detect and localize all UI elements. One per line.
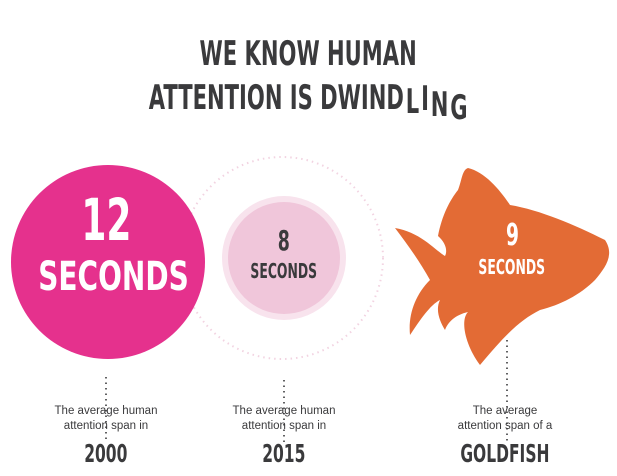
goldfish-icon [395,168,610,365]
headline-line-1: WE KNOW HUMAN [199,34,418,74]
value-2000: 12 SECONDS [38,186,189,300]
dotted-circle-2015-outline [180,156,384,360]
caption-2015: The average human attention span in [232,405,336,432]
caption-goldfish: The average attention span of a [457,405,553,432]
circle-2000 [11,165,205,359]
value-2015: 8 SECONDS [250,224,318,283]
circle-2015 [228,202,340,314]
label-2015: 2015 [262,439,306,468]
value-goldfish: 9 SECONDS [478,218,546,279]
label-goldfish: GOLDFISH [460,439,550,468]
label-2000: 2000 [84,439,128,468]
headline-line-2: ATTENTION IS DWINDLING [149,78,468,128]
connector-lines [105,340,508,443]
caption-2000: The average human attention span in [54,405,158,432]
